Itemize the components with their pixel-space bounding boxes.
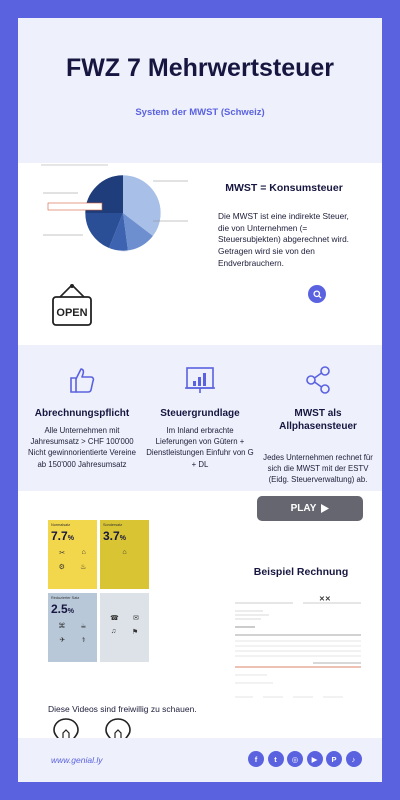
media-section: PLAY Normalsatz 7.7% ✂ ⌂ ⚙ ♨ Sondersatz 3.… [18,491,382,750]
features-section: Abrechnungspflicht Alle Unternehmen mit … [18,345,382,491]
rate-label: Normalsatz [51,523,71,527]
instagram-icon[interactable]: ◎ [287,751,303,767]
rate-value: 2.5 [51,602,68,616]
footer: www.genial.ly f t ◎ ▶ P ♪ [18,738,382,782]
hero-section: FWZ 7 Mehrwertsteuer System der MWST (Sc… [18,18,382,163]
rate-value: 7.7 [51,529,68,543]
page-title: FWZ 7 Mehrwertsteuer [65,54,335,82]
mwst-title: MWST = Konsumsteuer [225,182,343,194]
youtube-icon[interactable]: ▶ [306,751,323,767]
twitter-icon[interactable]: t [267,751,284,767]
rate-tile: Sondersatz 3.7% ⌂ [100,520,149,589]
thumbs-up-icon [70,368,95,393]
bar-chart-icon [185,367,215,393]
share-icon [306,366,330,394]
play-icon [321,504,330,513]
svg-text:✕✕: ✕✕ [319,596,331,603]
infographic-page: FWZ 7 Mehrwertsteuer System der MWST (Sc… [18,18,382,782]
social-links: f t ◎ ▶ P ♪ [248,751,362,767]
feature-title: Steuergrundlage [160,408,240,419]
rate-label: Sondersatz [103,523,123,527]
invoice-image: ✕✕ [233,591,365,709]
play-label: PLAY [290,503,317,514]
play-button[interactable]: PLAY [257,496,363,521]
rate-label: Reduzierter Satz [51,596,80,600]
search-icon [312,289,322,299]
rate-value: 3.7 [103,529,120,543]
rate-unit: % [67,535,74,542]
rate-tile: Normalsatz 7.7% ✂ ⌂ ⚙ ♨ [48,520,97,589]
videos-note: Diese Videos sind freiwillig zu schauen. [48,704,197,714]
rate-unit: % [67,608,74,615]
invoice-title: Beispiel Rechnung [253,566,349,578]
rate-tile: Reduzierter Satz 2.5% ⌘ ☕ ✈ ⚕ [48,593,97,662]
page-subtitle: System der MWST (Schweiz) [135,107,265,118]
tiktok-icon[interactable]: ♪ [345,751,362,767]
pinterest-icon[interactable]: P [326,751,342,767]
vat-rates-image: Normalsatz 7.7% ✂ ⌂ ⚙ ♨ Sondersatz 3.7% ⌂ … [48,520,150,662]
open-sign-icon: OPEN [52,284,92,326]
footer-url-link[interactable]: www.genial.ly [51,755,103,765]
rate-tile: ☎ ✉ ♫ ⚑ [100,593,149,662]
feature-body: Jedes Unternehmen rechnet für sich die M… [263,453,373,485]
feature-body: Alle Unternehmen mit Jahresumsatz > CHF … [28,426,136,469]
rate-unit: % [119,535,126,542]
mwst-section: OPEN MWST = Konsumsteuer Die MWST ist ei… [18,163,382,345]
svg-text:OPEN: OPEN [56,307,87,319]
feature-title: Abrechnungspflicht [34,408,130,419]
feature-body: Im Inland erbrachte Lieferungen von Güte… [146,426,254,469]
pie-chart-image [38,163,198,273]
search-button[interactable] [308,285,326,303]
facebook-icon[interactable]: f [248,751,264,767]
mwst-body: Die MWST ist eine indirekte Steuer, die … [218,211,349,268]
feature-title: MWST als Allphasensteuer [279,408,357,432]
